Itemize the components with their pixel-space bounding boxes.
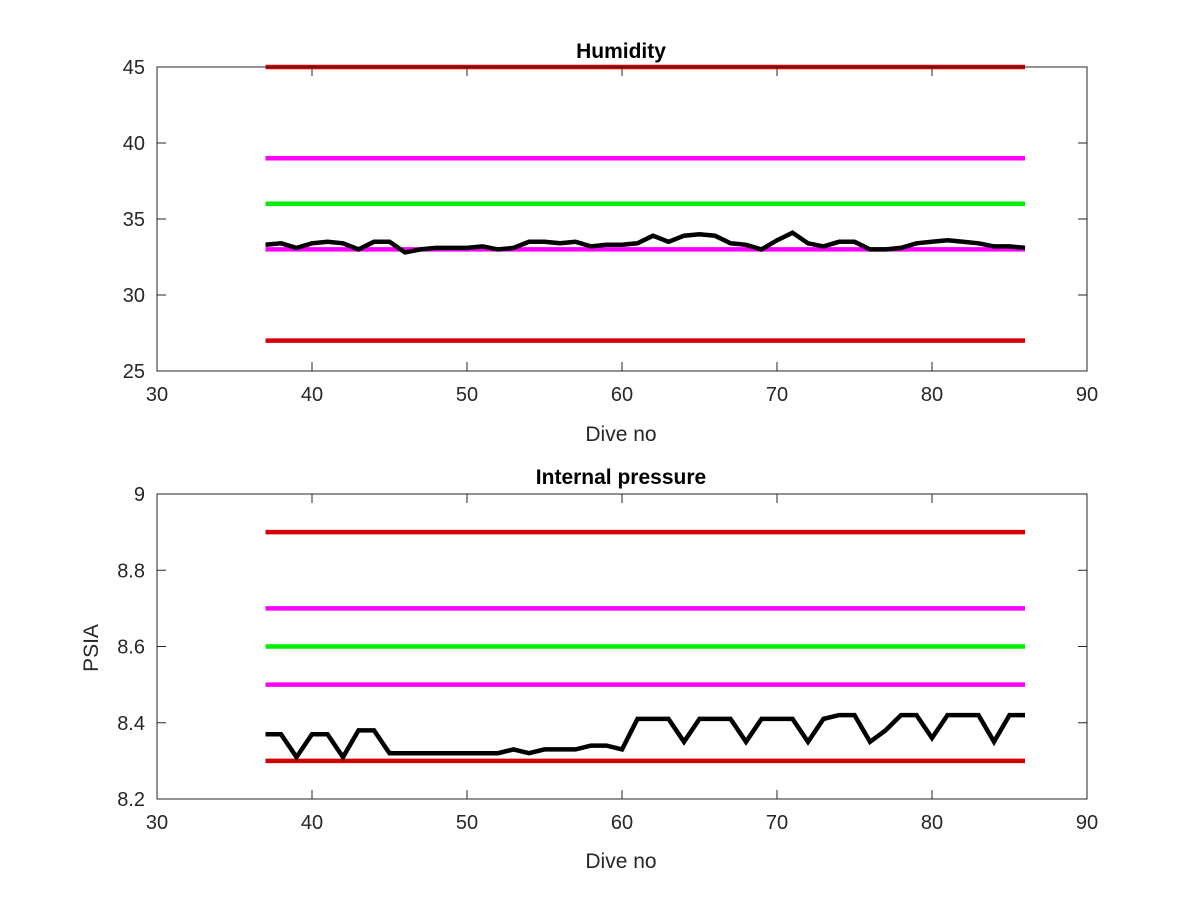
x-axis-label: Dive no [585,423,656,446]
y-tick-label: 40 [123,133,145,155]
x-tick-label: 80 [921,384,943,406]
y-axis-label: PSIA [80,624,103,672]
y-tick-label: 8.2 [117,789,145,811]
x-tick-label: 40 [301,384,323,406]
chart-title: Humidity [576,40,666,63]
x-tick-label: 80 [921,812,943,834]
x-tick-label: 90 [1076,384,1098,406]
x-axis-label: Dive no [585,850,656,873]
y-tick-label: 8.6 [117,637,145,659]
x-tick-label: 90 [1076,812,1098,834]
y-tick-label: 9 [134,484,145,506]
y-tick-label: 45 [123,57,145,79]
x-tick-label: 40 [301,812,323,834]
series-line [265,712,1025,762]
x-tick-label: 60 [611,812,633,834]
x-tick-label: 70 [766,812,788,834]
y-tick-label: 35 [123,209,145,231]
humidity-chart: Humidity Dive no 30 40 50 60 70 80 90253035404… [123,40,1098,446]
x-tick-label: 70 [766,384,788,406]
y-tick-label: 8.4 [117,713,145,735]
x-tick-label: 50 [456,384,478,406]
y-tick-label: 8.8 [117,560,145,582]
y-tick-label: 30 [123,285,145,307]
x-tick-label: 30 [146,812,168,834]
internal-pressure-chart: Internal pressure Dive no PSIA 30 40 50 60 7… [80,466,1098,873]
x-tick-label: 30 [146,384,168,406]
series-line [265,230,1026,255]
x-tick-label: 60 [611,384,633,406]
chart-title: Internal pressure [536,466,706,489]
x-tick-label: 50 [456,812,478,834]
y-tick-label: 25 [123,361,145,383]
